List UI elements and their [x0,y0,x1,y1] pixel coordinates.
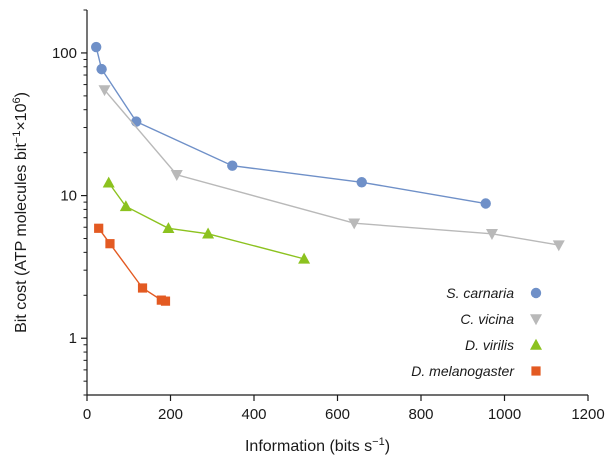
data-point [480,198,491,209]
data-point [160,296,171,306]
data-point [137,283,148,293]
y-tick-label: 100 [52,45,77,62]
series-layer [90,41,565,306]
x-tick-label: 1000 [488,406,521,423]
data-point [227,160,238,171]
y-tick-label: 10 [60,188,77,205]
legend-marker [530,338,542,350]
data-point [119,200,132,212]
y-ticks: 1 10 100 [52,9,87,396]
data-point [552,240,565,252]
x-axis-title: Information (bits s−1) [245,436,390,455]
series-0 [90,41,491,209]
legend-label: D. virilis [465,337,514,353]
data-point [131,116,142,127]
data-point [162,222,175,233]
x-tick-label: 400 [241,406,266,423]
data-point [94,223,104,233]
x-tick-label: 1200 [571,406,604,423]
data-point [102,176,115,188]
x-tick-label: 0 [83,406,91,423]
y-axis-title: Bit cost (ATP molecules bit−1×106) [11,92,30,333]
legend-marker [530,287,542,299]
series-line [108,182,305,260]
data-point [96,63,107,75]
data-point [485,229,498,240]
series-3 [94,223,171,306]
data-point [202,227,215,239]
x-ticks: 0 200 400 600 800 1000 1200 [83,395,605,423]
data-point [105,239,115,249]
data-point [298,252,311,264]
data-point [170,170,183,181]
data-point [348,218,361,230]
y-tick-label: 1 [69,330,77,347]
legend: S. carnaria C. vicina D. virilis D. melanog… [411,285,542,379]
x-tick-label: 200 [158,406,183,423]
legend-label: S. carnaria [446,285,514,301]
x-tick-label: 800 [408,406,433,423]
data-point [356,177,367,188]
legend-marker [531,366,541,376]
series-2 [102,176,311,264]
data-point [90,41,102,53]
data-point [98,85,111,97]
series-1 [98,85,565,252]
legend-marker [530,314,542,326]
x-tick-label: 600 [325,406,350,423]
series-line [95,46,486,205]
legend-label: D. melanogaster [411,363,515,379]
legend-label: C. vicina [460,311,514,327]
series-line [104,89,559,246]
